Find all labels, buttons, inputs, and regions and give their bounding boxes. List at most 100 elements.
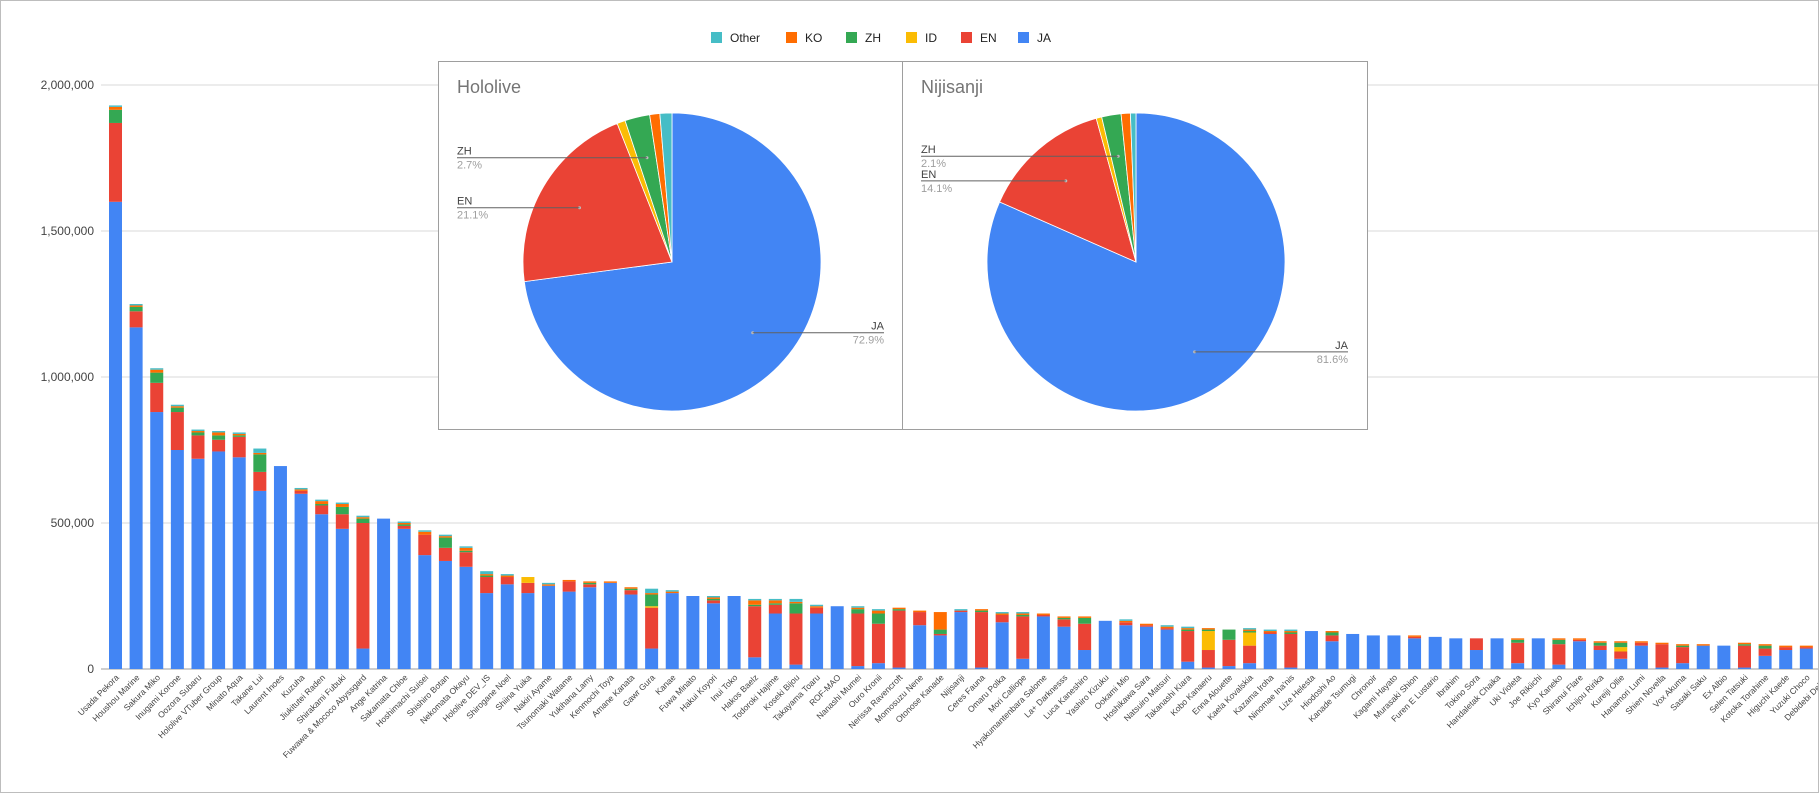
bar-ko (1181, 628, 1195, 630)
bar-ja (1614, 658, 1628, 669)
bar-en (1676, 647, 1690, 664)
bar-zh (975, 610, 989, 613)
bar-ja (150, 412, 164, 669)
bar-en (871, 623, 885, 664)
legend-label-zh: ZH (865, 31, 881, 45)
bar-ja (892, 667, 906, 669)
bar-ja (706, 603, 720, 669)
bar-en (768, 604, 782, 614)
bar-zh (1614, 642, 1628, 648)
bar-zh (1676, 645, 1690, 648)
bar-zh (583, 582, 597, 585)
bar-other (315, 499, 329, 502)
bar-other (1243, 628, 1257, 630)
bar-zh (356, 518, 370, 523)
bar-zh (150, 372, 164, 383)
bar-other (170, 404, 184, 407)
bar-ko (356, 517, 370, 519)
bar-zh (706, 598, 720, 601)
bar-ko (1799, 645, 1813, 648)
bar-ko (624, 587, 638, 589)
bar-ja (768, 613, 782, 669)
bar-zh (624, 588, 638, 591)
bar-zh (191, 432, 205, 436)
bar-ja (954, 612, 968, 669)
bar-en (975, 612, 989, 668)
bar-other (871, 609, 885, 611)
bar-ja (1428, 636, 1442, 669)
bar-en (706, 600, 720, 604)
pie-label-value: 2.7% (457, 160, 482, 172)
bar-ko (1036, 613, 1050, 615)
bar-zh (768, 603, 782, 605)
bar-en (1614, 651, 1628, 659)
bar-other (253, 448, 267, 453)
bar-en (1181, 631, 1195, 662)
bar-ko (1614, 641, 1628, 643)
bar-id (1243, 632, 1257, 646)
bar-ja (1057, 626, 1071, 669)
bar-en (418, 534, 432, 556)
bar-ja (1737, 667, 1751, 669)
pie-label-name: ZH (457, 146, 472, 158)
bar-ko (748, 600, 762, 605)
bar-zh (253, 454, 267, 472)
bar-ko (418, 531, 432, 535)
bar-en (1222, 639, 1236, 667)
bar-zh (1758, 645, 1772, 649)
bar-en (1160, 628, 1174, 630)
bar-ja (665, 593, 679, 669)
bar-ko (562, 579, 576, 582)
bar-ja (1758, 655, 1772, 669)
bar-ko (191, 431, 205, 433)
legend-swatch-other (711, 32, 722, 43)
legend-swatch-ja (1018, 32, 1029, 43)
legend-label-ko: KO (805, 31, 822, 45)
bar-ko (109, 106, 122, 110)
bar-ja (500, 584, 514, 669)
pie-slice-ja (986, 112, 1286, 412)
bar-ja (438, 560, 452, 669)
bar-zh (129, 306, 143, 312)
bar-en (913, 612, 927, 626)
bar-ja (397, 528, 411, 669)
bar-ko (1511, 638, 1525, 640)
bar-ja (1490, 638, 1504, 669)
bar-ko (851, 607, 865, 610)
bar-ja (562, 591, 576, 669)
bar-ko (995, 613, 1009, 615)
bar-ko (480, 574, 494, 576)
bar-ja (1717, 645, 1731, 669)
bar-ko (1573, 638, 1587, 640)
bar-en (212, 439, 226, 452)
bar-ja (1799, 648, 1813, 669)
bar-ja (1016, 658, 1030, 669)
bar-zh (1552, 639, 1566, 645)
bar-zh (1243, 631, 1257, 633)
bar-zh (438, 537, 452, 548)
bar-ja (170, 450, 184, 669)
bar-other (1119, 619, 1133, 621)
bar-ja (624, 594, 638, 669)
bar-other (768, 598, 782, 601)
bar-en (1799, 647, 1813, 649)
bar-ja (871, 663, 885, 669)
pie-label-name: JA (871, 321, 885, 333)
bar-en (232, 436, 246, 458)
pie-slice-en (522, 122, 673, 283)
bar-zh (170, 407, 184, 413)
bar-ja (335, 528, 349, 669)
bar-ko (1655, 642, 1669, 645)
bar-en (1036, 614, 1050, 617)
bar-en (1634, 642, 1648, 646)
bar-ja (583, 587, 597, 669)
bar-ja (1263, 633, 1277, 669)
bar-other (954, 609, 968, 611)
legend-swatch-en (961, 32, 972, 43)
bar-en (170, 412, 184, 450)
bar-ko (129, 305, 143, 307)
bar-zh (212, 435, 226, 440)
bar-en (1737, 645, 1751, 668)
bar-ko (1243, 629, 1257, 632)
